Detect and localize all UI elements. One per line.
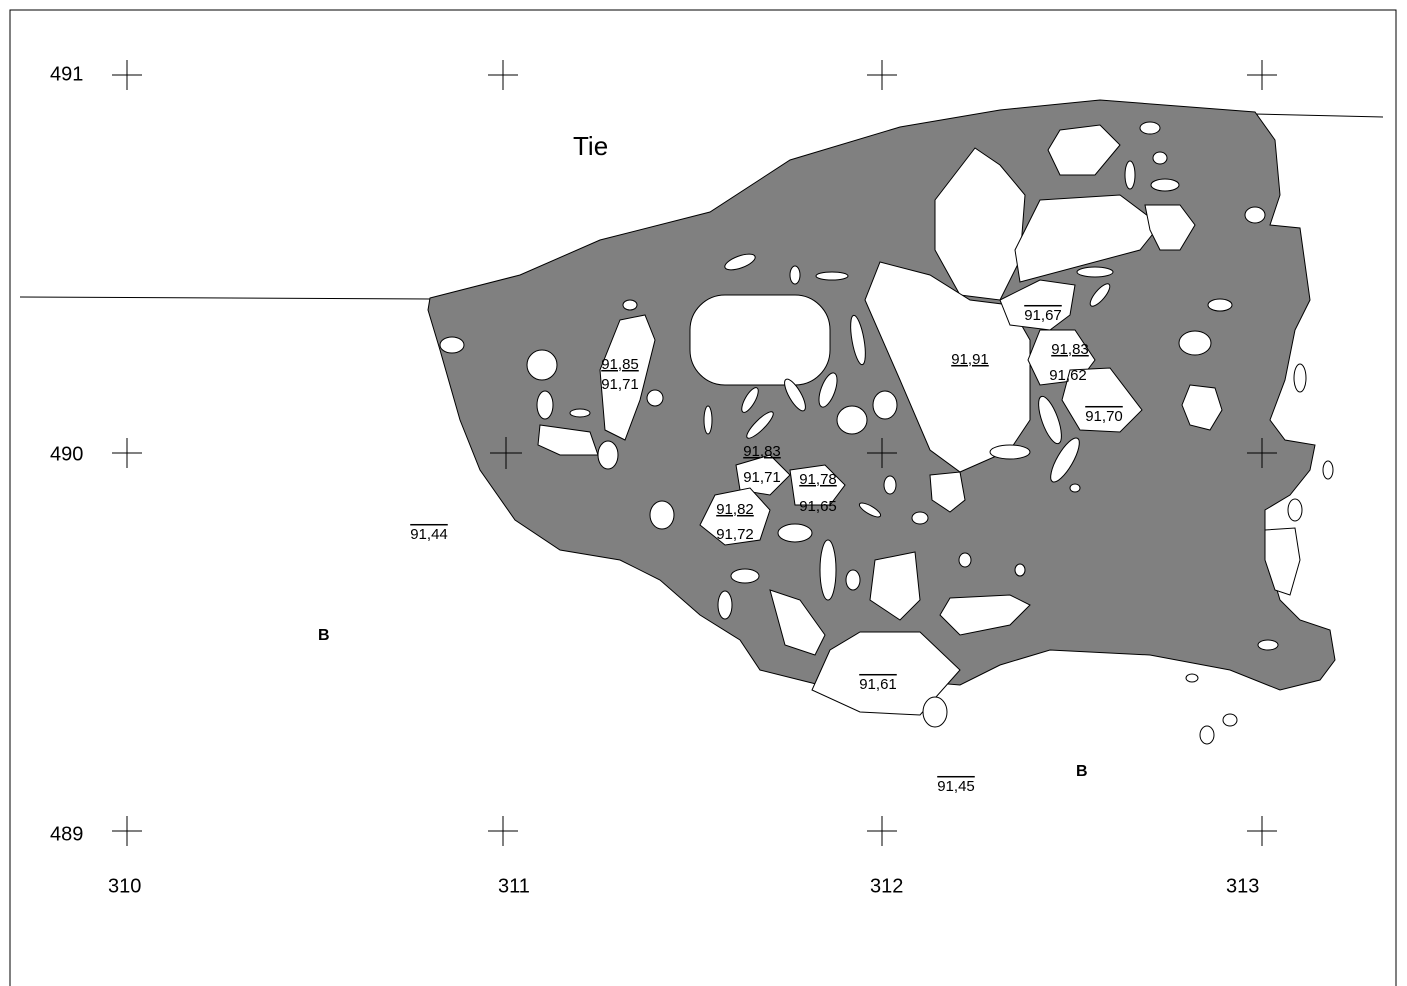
stones — [439, 121, 1334, 745]
level: 91,71 — [743, 469, 781, 486]
row-label: 489 — [50, 823, 83, 845]
level: 91,82 — [716, 501, 754, 518]
level: 91,71 — [601, 376, 639, 393]
col-label: 312 — [870, 875, 903, 897]
level: 91,65 — [799, 498, 837, 515]
level: 91,61 — [859, 676, 897, 693]
boundary-line — [1254, 113, 1384, 118]
marker: B — [1076, 763, 1088, 780]
level: 91,44 — [410, 526, 448, 543]
level: 91,70 — [1085, 408, 1123, 425]
level: 91,62 — [1049, 367, 1087, 384]
row-label: 490 — [50, 443, 83, 465]
col-label: 313 — [1226, 875, 1259, 897]
level: 91,85 — [601, 356, 639, 373]
levels: 91,85 91,71 91,83 91,71 91,78 91,65 91,8… — [410, 307, 1123, 795]
col-label: 311 — [498, 875, 530, 897]
level: 91,72 — [716, 526, 754, 543]
level: 91,45 — [937, 778, 975, 795]
level: 91,91 — [951, 351, 989, 368]
boundary-line — [19, 296, 433, 300]
row-label: 491 — [50, 63, 83, 85]
frame — [9, 9, 1397, 986]
marker: B — [318, 627, 330, 644]
area-label: Tie — [573, 131, 608, 161]
grid-crosses — [112, 60, 1277, 846]
level: 91,83 — [1051, 341, 1089, 358]
level: 91,83 — [743, 443, 781, 460]
level: 91,67 — [1024, 307, 1062, 324]
level: 91,78 — [799, 471, 837, 488]
col-label: 310 — [108, 875, 141, 897]
